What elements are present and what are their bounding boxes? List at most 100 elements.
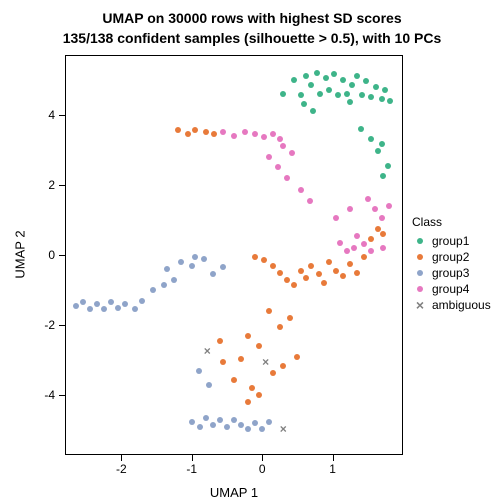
scatter-point bbox=[308, 263, 314, 269]
legend-swatch bbox=[412, 249, 428, 265]
scatter-point bbox=[344, 248, 350, 254]
scatter-point bbox=[277, 270, 283, 276]
legend-label: group3 bbox=[432, 266, 469, 280]
plot-area bbox=[65, 55, 403, 455]
scatter-point bbox=[231, 377, 237, 383]
legend-item: group3 bbox=[412, 265, 491, 281]
scatter-point bbox=[201, 256, 207, 262]
scatter-point bbox=[249, 385, 255, 391]
scatter-point bbox=[270, 131, 276, 137]
scatter-point bbox=[252, 131, 258, 137]
scatter-point bbox=[358, 126, 364, 132]
chart-stage: UMAP on 30000 rows with highest SD score… bbox=[0, 0, 504, 504]
legend-swatch bbox=[412, 233, 428, 249]
scatter-point bbox=[231, 133, 237, 139]
legend-item: × ambiguous bbox=[412, 297, 491, 313]
scatter-point bbox=[382, 87, 388, 93]
scatter-point bbox=[277, 136, 283, 142]
scatter-point bbox=[340, 273, 346, 279]
scatter-point bbox=[368, 248, 374, 254]
scatter-point bbox=[94, 301, 100, 307]
scatter-point bbox=[108, 299, 114, 305]
scatter-point bbox=[261, 257, 267, 263]
legend-label: ambiguous bbox=[432, 298, 491, 312]
scatter-point bbox=[261, 134, 267, 140]
legend-label: group4 bbox=[432, 282, 469, 296]
scatter-point bbox=[387, 98, 393, 104]
scatter-point bbox=[192, 254, 198, 260]
scatter-point bbox=[359, 92, 365, 98]
scatter-point bbox=[196, 368, 202, 374]
legend-swatch: × bbox=[412, 297, 428, 313]
scatter-point bbox=[386, 203, 392, 209]
legend-title: Class bbox=[412, 215, 491, 229]
scatter-point bbox=[115, 305, 121, 311]
scatter-point bbox=[347, 261, 353, 267]
scatter-point bbox=[238, 422, 244, 428]
chart-title-line1: UMAP on 30000 rows with highest SD score… bbox=[0, 10, 504, 26]
scatter-point bbox=[122, 301, 128, 307]
scatter-point bbox=[175, 127, 181, 133]
scatter-point: × bbox=[204, 345, 211, 357]
x-tick bbox=[333, 455, 334, 461]
x-tick bbox=[262, 455, 263, 461]
scatter-point bbox=[307, 198, 313, 204]
scatter-point bbox=[280, 91, 286, 97]
legend-swatch bbox=[412, 265, 428, 281]
scatter-point bbox=[161, 282, 167, 288]
scatter-point bbox=[210, 422, 216, 428]
scatter-point bbox=[220, 264, 226, 270]
scatter-point bbox=[80, 299, 86, 305]
scatter-point bbox=[252, 420, 258, 426]
scatter-point bbox=[368, 136, 374, 142]
scatter-point bbox=[259, 426, 265, 432]
scatter-point bbox=[101, 306, 107, 312]
scatter-point bbox=[266, 419, 272, 425]
scatter-point bbox=[280, 363, 286, 369]
scatter-point bbox=[331, 71, 337, 77]
x-axis-label: UMAP 1 bbox=[65, 485, 403, 500]
scatter-point bbox=[266, 154, 272, 160]
scatter-point bbox=[189, 263, 195, 269]
scatter-point bbox=[220, 129, 226, 135]
legend-swatch bbox=[412, 281, 428, 297]
x-tick bbox=[192, 455, 193, 461]
scatter-point bbox=[164, 266, 170, 272]
scatter-point bbox=[171, 277, 177, 283]
y-axis-label: UMAP 2 bbox=[13, 215, 28, 295]
scatter-point bbox=[363, 78, 369, 84]
scatter-point bbox=[252, 254, 258, 260]
scatter-point bbox=[210, 271, 216, 277]
scatter-point bbox=[256, 392, 262, 398]
scatter-point bbox=[298, 92, 304, 98]
scatter-point bbox=[333, 215, 339, 221]
scatter-point bbox=[326, 87, 332, 93]
scatter-point bbox=[303, 275, 309, 281]
scatter-point bbox=[326, 259, 332, 265]
scatter-point bbox=[280, 143, 286, 149]
scatter-point bbox=[224, 424, 230, 430]
scatter-point bbox=[351, 245, 357, 251]
scatter-point bbox=[245, 399, 251, 405]
scatter-point bbox=[344, 91, 350, 97]
y-tick bbox=[59, 185, 65, 186]
y-tick-label: 0 bbox=[31, 249, 55, 261]
scatter-point bbox=[379, 215, 385, 221]
scatter-point bbox=[211, 131, 217, 137]
y-tick-label: -4 bbox=[31, 389, 55, 401]
scatter-point bbox=[349, 82, 355, 88]
x-tick-label: 0 bbox=[252, 463, 272, 475]
scatter-point bbox=[245, 333, 251, 339]
scatter-point bbox=[373, 84, 379, 90]
scatter-point bbox=[361, 241, 367, 247]
scatter-point bbox=[294, 354, 300, 360]
scatter-point bbox=[368, 236, 374, 242]
scatter-point bbox=[217, 338, 223, 344]
x-tick-label: -1 bbox=[182, 463, 202, 475]
scatter-point bbox=[354, 233, 360, 239]
chart-title-line2: 135/138 confident samples (silhouette > … bbox=[0, 30, 504, 46]
scatter-point bbox=[372, 206, 378, 212]
scatter-point bbox=[375, 148, 381, 154]
scatter-point bbox=[289, 150, 295, 156]
y-tick bbox=[59, 115, 65, 116]
